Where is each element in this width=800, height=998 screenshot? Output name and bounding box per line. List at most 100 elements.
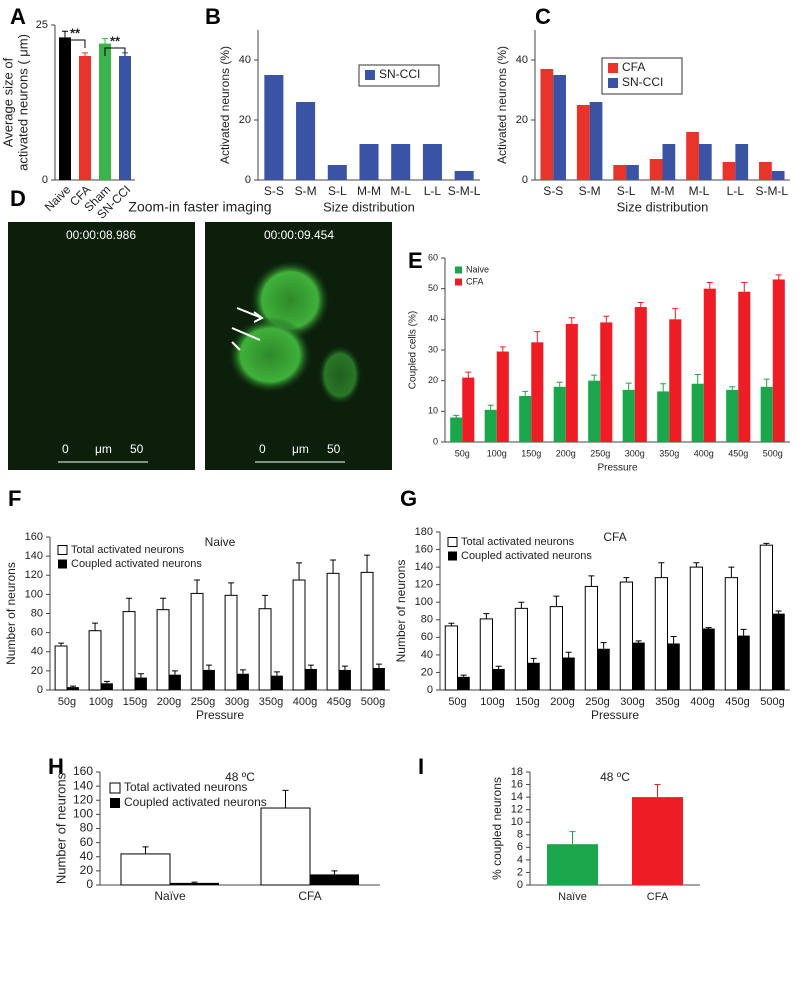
error-bar	[763, 378, 770, 387]
bar	[454, 171, 474, 180]
legend-swatch	[455, 278, 462, 286]
x-tick-label: 400g	[694, 448, 714, 458]
x-tick-label: 150g	[123, 696, 147, 708]
error-bar	[693, 562, 700, 568]
y-tick-label: 140	[25, 550, 43, 562]
y-tick-label: 0	[433, 436, 438, 446]
error-bar	[296, 562, 303, 581]
x-tick-label: 250g	[590, 448, 610, 458]
x-tick-label: L-L	[424, 184, 442, 198]
error-bar	[658, 562, 665, 578]
bar	[772, 613, 785, 690]
x-tick-label: CFA	[647, 891, 669, 903]
bar	[296, 102, 316, 180]
y-tick-label: 40	[421, 649, 433, 661]
legend-swatch	[109, 782, 121, 794]
y-tick-label: 60	[31, 627, 43, 639]
error-bar	[465, 371, 472, 378]
legend-label: Coupled activated neurons	[71, 558, 202, 570]
image-2: 00:00:09.454 0 μm 50	[205, 222, 392, 470]
bar	[657, 391, 670, 442]
error-bar	[670, 635, 677, 644]
y-axis-label: Number of neurons	[394, 560, 408, 663]
chart-title: Naive	[205, 535, 236, 549]
bar	[359, 144, 379, 180]
error-bar	[522, 390, 529, 396]
bar	[724, 577, 738, 691]
y-tick-label: 40	[428, 314, 438, 324]
x-axis-label: Pressure	[196, 708, 244, 722]
bar	[772, 279, 785, 442]
bar	[292, 579, 306, 691]
error-bar	[483, 613, 490, 619]
micrograph	[8, 222, 195, 470]
y-tick-label: 30	[428, 344, 438, 354]
arrow	[231, 327, 261, 341]
y-tick-label: 40	[516, 54, 528, 66]
y-tick-label: 16	[511, 778, 523, 790]
error-bar	[499, 346, 506, 352]
x-tick-label: 450g	[728, 448, 748, 458]
x-tick-label: Naïve	[558, 891, 587, 903]
error-bar	[565, 651, 572, 658]
bar	[101, 683, 113, 690]
error-bar	[103, 680, 110, 684]
y-tick-label: 160	[25, 531, 43, 543]
bar	[531, 342, 544, 442]
bar	[737, 635, 750, 690]
error-bar	[331, 870, 338, 875]
y-tick-label: 10	[511, 816, 523, 828]
bar	[88, 630, 102, 691]
y-tick-label: 180	[415, 526, 433, 538]
legend-label: CFA	[466, 276, 484, 286]
x-tick-label: M-L	[390, 184, 411, 198]
bar	[553, 386, 566, 442]
error-bar	[729, 386, 736, 390]
legend-swatch	[57, 545, 68, 555]
bar	[760, 386, 773, 442]
error-bar	[205, 664, 212, 670]
bar	[271, 675, 283, 690]
bar	[444, 625, 458, 691]
bar	[667, 643, 680, 690]
bar	[589, 102, 603, 180]
y-axis-label: Number of neurons	[4, 562, 18, 665]
y-tick-label: 0	[42, 174, 48, 186]
bar	[722, 162, 736, 180]
y-tick-label: 120	[415, 579, 433, 591]
legend-swatch	[448, 551, 457, 561]
bar	[203, 669, 215, 690]
x-tick-label: 150g	[521, 448, 541, 458]
bar	[264, 75, 284, 180]
annotation: **	[110, 33, 121, 48]
x-tick-label: Naïve	[154, 889, 186, 903]
bar	[237, 673, 249, 690]
panel-label: C	[535, 4, 551, 29]
y-tick-label: 20	[31, 665, 43, 677]
error-bar	[763, 542, 770, 546]
bar	[156, 609, 170, 691]
x-tick-label: 50g	[448, 696, 466, 708]
y-axis-label: Activated neurons (%)	[495, 46, 509, 164]
error-bar	[672, 308, 679, 320]
bar	[422, 144, 442, 180]
scale-label: 50	[130, 442, 144, 456]
x-axis-label: Pressure	[591, 708, 639, 722]
timestamp: 00:00:09.454	[264, 228, 334, 242]
x-tick-label: 200g	[556, 448, 576, 458]
x-tick-label: 50g	[455, 448, 470, 458]
error-bar	[364, 554, 371, 573]
error-bar	[137, 673, 144, 678]
legend-swatch	[447, 537, 458, 547]
bar	[553, 75, 566, 180]
bar	[735, 144, 749, 180]
error-bar	[775, 610, 782, 614]
y-axis-label: Number of neurons	[53, 772, 68, 884]
bar	[771, 171, 785, 180]
bar	[514, 607, 528, 691]
error-bar	[654, 784, 661, 798]
legend-label: CFA	[622, 60, 645, 74]
legend-label: SN-CCI	[379, 67, 420, 81]
y-tick-label: 20	[239, 114, 251, 126]
error-bar	[142, 846, 149, 854]
